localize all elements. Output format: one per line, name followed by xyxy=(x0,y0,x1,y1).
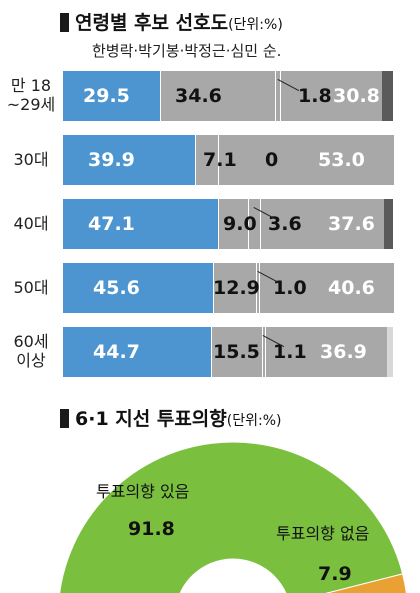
age-label-4: 60세 이상 xyxy=(2,332,60,370)
bar-segment-박정근 xyxy=(248,199,261,249)
value-label-박기봉: 9.0 xyxy=(223,213,257,235)
bar-segment-심민 xyxy=(280,71,384,121)
age-label-3: 50대 xyxy=(2,278,60,297)
bar-segment-심민 xyxy=(259,263,395,313)
bar-segment-박정근 xyxy=(274,71,282,121)
bar-segment-한병락 xyxy=(63,71,161,121)
age-label-0: 만 18 ~29세 xyxy=(2,76,60,114)
chart-title-vote-intention: 6·1 지선 투표의향(단위:%) xyxy=(60,404,282,431)
value-label-박기봉: 15.5 xyxy=(213,341,260,363)
bar-row-4: 44.7 15.5 1.1 36.9 xyxy=(63,327,393,377)
value-label-한병락: 47.1 xyxy=(88,213,135,235)
bar-segment-심민 xyxy=(218,135,394,185)
value-label-박정근: 0 xyxy=(265,149,279,171)
bar-segment-박정근 xyxy=(261,327,267,377)
value-label-한병락: 45.6 xyxy=(93,277,140,299)
value-label-한병락: 29.5 xyxy=(83,85,130,107)
value-label-심민: 40.6 xyxy=(328,277,375,299)
value-label-심민: 36.9 xyxy=(320,341,367,363)
age-label-1: 30대 xyxy=(2,150,60,169)
title-square-icon xyxy=(60,13,69,32)
bar-row-2: 47.1 9.0 3.6 37.6 xyxy=(63,199,393,249)
value-label-심민: 30.8 xyxy=(333,85,380,107)
bar-segment-remainder xyxy=(387,327,393,377)
age-label-line: 50대 xyxy=(13,278,49,297)
slice-value-yes: 91.8 xyxy=(128,518,175,540)
age-label-line: 40대 xyxy=(13,214,49,233)
value-label-한병락: 39.9 xyxy=(88,149,135,171)
candidate-order-note: 한병락·박기봉·박정근·심민 순. xyxy=(92,42,282,60)
bar-row-1: 39.9 7.1 0 53.0 xyxy=(63,135,394,185)
bar-segment-remainder xyxy=(384,199,393,249)
title-square-icon xyxy=(60,409,69,428)
bar-segment-박기봉 xyxy=(213,263,258,313)
bar-row-0: 29.5 34.6 1.8 30.8 xyxy=(63,71,393,121)
value-label-박기봉: 7.1 xyxy=(203,149,237,171)
bar-segment-한병락 xyxy=(63,135,195,185)
bar-segment-박기봉 xyxy=(194,135,220,185)
value-label-박정근: 1.0 xyxy=(273,277,307,299)
bar-segment-박기봉 xyxy=(210,327,263,377)
value-label-심민: 53.0 xyxy=(318,149,365,171)
age-label-line: 이상 xyxy=(16,351,46,370)
bar-row-3: 45.6 12.9 1.0 40.6 xyxy=(63,263,395,313)
bar-segment-심민 xyxy=(260,199,386,249)
slice-label-yes: 투표의향 있음 xyxy=(96,482,190,501)
bar-segment-박기봉 xyxy=(160,71,276,121)
value-label-박기봉: 12.9 xyxy=(213,277,260,299)
bar-segment-한병락 xyxy=(63,199,219,249)
bar-segment-remainder xyxy=(382,71,393,121)
age-label-line: 30대 xyxy=(13,150,49,169)
bar-segment-심민 xyxy=(265,327,389,377)
bar-segment-박정근 xyxy=(256,263,261,313)
value-label-박정근: 1.1 xyxy=(273,341,307,363)
value-label-박정근: 3.6 xyxy=(268,213,302,235)
age-label-line: ~29세 xyxy=(6,95,56,114)
age-label-line: 60세 xyxy=(13,332,49,351)
bar-segment-한병락 xyxy=(63,327,211,377)
age-label-2: 40대 xyxy=(2,214,60,233)
slice-yes xyxy=(59,441,404,593)
bar-segment-박기봉 xyxy=(218,199,250,249)
bar-segment-한병락 xyxy=(63,263,214,313)
slice-no xyxy=(325,573,407,593)
age-label-line: 만 18 xyxy=(10,76,52,95)
value-label-한병락: 44.7 xyxy=(93,341,140,363)
value-label-박기봉: 34.6 xyxy=(175,85,222,107)
value-label-박정근: 1.8 xyxy=(298,85,332,107)
value-label-심민: 37.6 xyxy=(328,213,375,235)
slice-label-no: 투표의향 없음 xyxy=(276,524,370,543)
slice-value-no: 7.9 xyxy=(318,563,352,585)
chart-title-age-preference: 연령별 후보 선호도(단위:%) xyxy=(60,8,283,35)
